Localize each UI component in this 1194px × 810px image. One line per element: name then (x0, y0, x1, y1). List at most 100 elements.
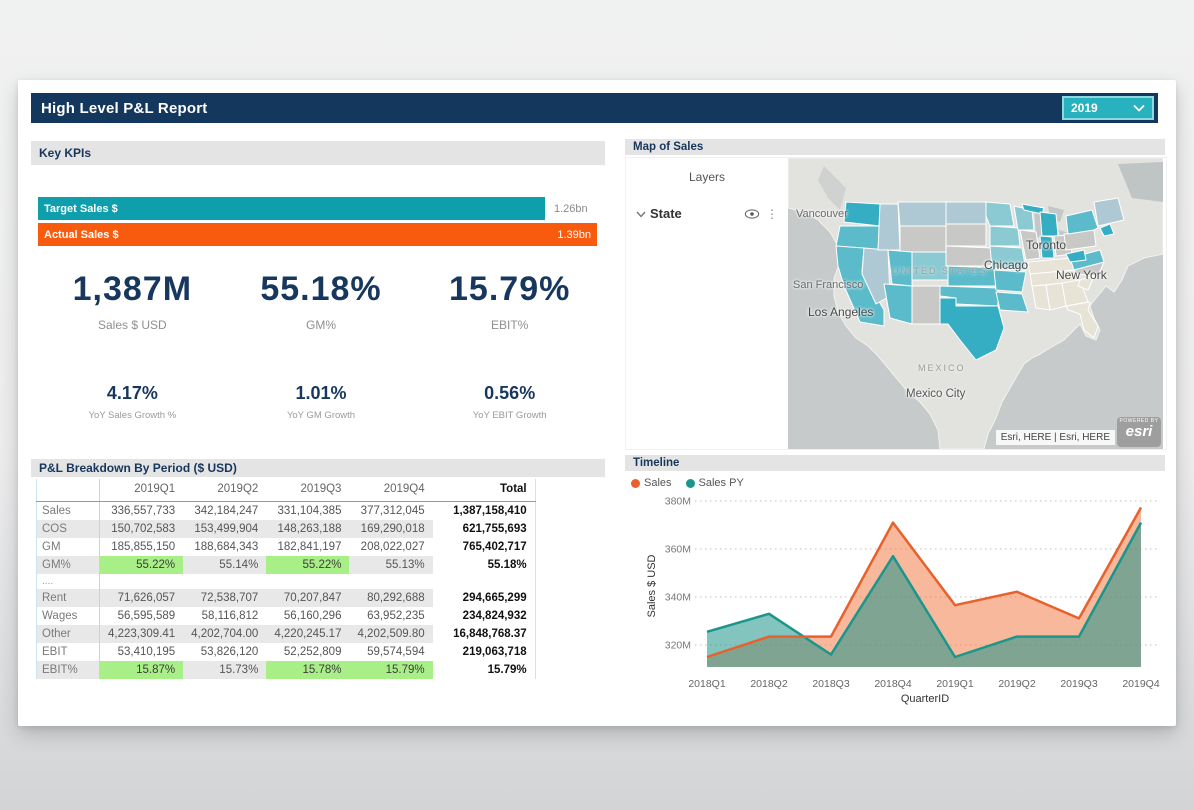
state-ct[interactable] (1099, 223, 1115, 237)
legend-label-sales: Sales (644, 477, 672, 489)
chevron-down-icon (1133, 104, 1145, 112)
layer-state-label: State (650, 206, 682, 221)
kpi-sales-value: 1,387M (72, 270, 193, 308)
pnl-total-cell: 765,402,717 (432, 538, 536, 556)
pnl-row-label: GM (36, 538, 100, 556)
pnl-row-Rent[interactable]: Rent 71,626,057 72,538,707 70,207,847 80,292… (36, 589, 536, 607)
chevron-down-icon (636, 211, 646, 218)
state-il[interactable] (1019, 229, 1041, 261)
pnl-row-EBIT%[interactable]: EBIT% 15.87% 15.73% 15.78% 15.79% 15.79% (36, 661, 536, 679)
timeline-area-chart[interactable]: 320M 340M 360M 380M 2018Q1 2018Q2 2018Q3 2018Q4… (625, 491, 1165, 706)
kpi-bar-value: 1.26bn (554, 202, 588, 215)
target-vs-actual-bars: Target Sales $ 1.26bn Actual Sales $ 1.39bn (38, 197, 623, 249)
kpi-yoy-sales-label: YoY Sales Growth % (88, 410, 177, 421)
state-ny[interactable] (1065, 209, 1099, 235)
map-attribution: Esri, HERE | Esri, HERE (995, 430, 1115, 445)
kpi-bar-row-0[interactable]: Target Sales $ 1.26bn (38, 197, 623, 220)
report-page: High Level P&L Report 2019 Key KPIs Targ… (18, 80, 1176, 726)
kebab-menu-icon[interactable]: ⋮ (766, 206, 778, 221)
kpi-yoy-ebit-card: 0.56% YoY EBIT Growth (415, 383, 604, 421)
state-nd[interactable] (945, 201, 987, 225)
pnl-row-label: .... (36, 574, 100, 589)
state-wv[interactable] (1065, 249, 1087, 263)
kpi-gm-label: GM% (306, 318, 336, 332)
state-id[interactable] (877, 203, 901, 251)
pnl-cell: 72,538,707 (183, 589, 267, 607)
year-dropdown-value: 2019 (1071, 101, 1098, 115)
state-new-england[interactable] (1093, 197, 1125, 227)
state-wy[interactable] (899, 225, 947, 253)
pnl-row-label: Wages (36, 607, 100, 625)
kpi-yoy-gm-card: 1.01% YoY GM Growth (227, 383, 416, 421)
pnl-cell: 150,702,583 (99, 520, 184, 538)
pnl-row-Sales[interactable]: Sales 336,557,733 342,184,247 331,104,385 37… (36, 501, 536, 520)
state-wa[interactable] (843, 201, 881, 227)
year-dropdown[interactable]: 2019 (1062, 96, 1154, 120)
state-mi[interactable] (1039, 211, 1059, 237)
kpi-bar-0[interactable]: Target Sales $ (38, 197, 545, 220)
section-map-of-sales: Map of Sales (625, 139, 1165, 155)
pnl-cell: 55.13% (349, 556, 433, 574)
state-ia[interactable] (989, 225, 1021, 247)
pnl-cell: 80,292,688 (349, 589, 433, 607)
map-canvas[interactable]: Vancouver Toronto Chicago New York San F… (788, 158, 1163, 449)
pnl-cell: 188,684,343 (194, 541, 259, 553)
pnl-cell: 53,826,120 (200, 646, 259, 658)
pnl-row-[interactable]: .... (36, 574, 536, 589)
kpi-yoy-gm-label: YoY GM Growth (286, 410, 356, 421)
pnl-cell: 148,263,188 (266, 520, 350, 538)
pnl-col-header-rowlabel (36, 479, 100, 502)
pnl-cell: 15.78% (266, 661, 350, 679)
legend-item-sales[interactable]: Sales (631, 477, 672, 489)
kpi-bar-row-1[interactable]: Actual Sales $ 1.39bn (38, 223, 623, 246)
page-title: High Level P&L Report (41, 99, 208, 117)
state-va[interactable] (1069, 249, 1105, 271)
section-timeline-label: Timeline (633, 457, 680, 469)
us-choropleth-svg (788, 158, 1163, 449)
state-nm[interactable] (911, 285, 941, 325)
state-mn[interactable] (985, 201, 1015, 227)
pnl-row-Wages[interactable]: Wages 56,595,589 58,116,812 56,160,296 63,95… (36, 607, 536, 625)
pnl-row-label: Other (36, 625, 100, 643)
pnl-row-label: COS (36, 520, 100, 538)
state-sd[interactable] (945, 223, 987, 247)
state-ar[interactable] (993, 269, 1027, 293)
state-mt[interactable] (897, 201, 947, 227)
pnl-cell: 208,022,027 (360, 541, 425, 553)
svg-text:380M: 380M (665, 496, 691, 508)
pnl-col-header-2019Q4: 2019Q4 (349, 479, 433, 502)
state-fl[interactable] (1065, 301, 1099, 339)
pnl-row-GM%[interactable]: GM% 55.22% 55.14% 55.22% 55.13% 55.18% (36, 556, 536, 574)
layers-title: Layers (688, 170, 726, 184)
pnl-total-cell: 294,665,299 (432, 589, 536, 607)
layer-item-state[interactable]: State ⋮ (634, 206, 780, 221)
pnl-cell: 70,207,847 (266, 589, 350, 607)
state-mo[interactable] (989, 245, 1027, 271)
kpi-bar-1[interactable]: Actual Sales $ 1.39bn (38, 223, 597, 246)
svg-text:2019Q2: 2019Q2 (998, 678, 1036, 690)
state-tx[interactable] (939, 297, 1005, 361)
pnl-cell: 58,116,812 (201, 610, 259, 622)
legend-item-sales-py[interactable]: Sales PY (685, 477, 744, 489)
pnl-total-cell: 16,848,768.37 (432, 625, 536, 643)
pnl-row-Other[interactable]: Other 4,223,309.41 4,202,704.00 4,220,245.1… (36, 625, 536, 643)
pnl-total-cell: 234,824,932 (432, 607, 536, 625)
pnl-cell: 55.22% (99, 556, 184, 574)
pnl-cell: 53,410,195 (117, 646, 176, 658)
state-sc[interactable] (1077, 275, 1095, 291)
section-key-kpis-label: Key KPIs (39, 146, 92, 160)
pnl-row-COS[interactable]: COS 150,702,583 153,499,904 148,263,188 169,… (36, 520, 536, 538)
pnl-total-cell (432, 574, 536, 589)
pnl-row-GM[interactable]: GM 185,855,150 188,684,343 182,841,197 208,0… (36, 538, 536, 556)
esri-logo[interactable]: POWERED BY esri (1117, 417, 1161, 447)
pnl-row-EBIT[interactable]: EBIT 53,410,195 53,826,120 52,252,809 59,574… (36, 643, 536, 661)
state-in[interactable] (1039, 235, 1055, 259)
pnl-cell: 182,841,197 (277, 541, 342, 553)
pnl-row-label: EBIT% (36, 661, 100, 679)
city-label-mexico-city: Mexico City (906, 388, 966, 400)
eye-icon[interactable] (744, 208, 760, 220)
kpi-bar-label: Target Sales $ (44, 202, 118, 215)
state-la[interactable] (995, 291, 1029, 313)
kpi-primary-row: 1,387M Sales $ USD 55.18% GM% 15.79% EBI… (38, 270, 604, 332)
